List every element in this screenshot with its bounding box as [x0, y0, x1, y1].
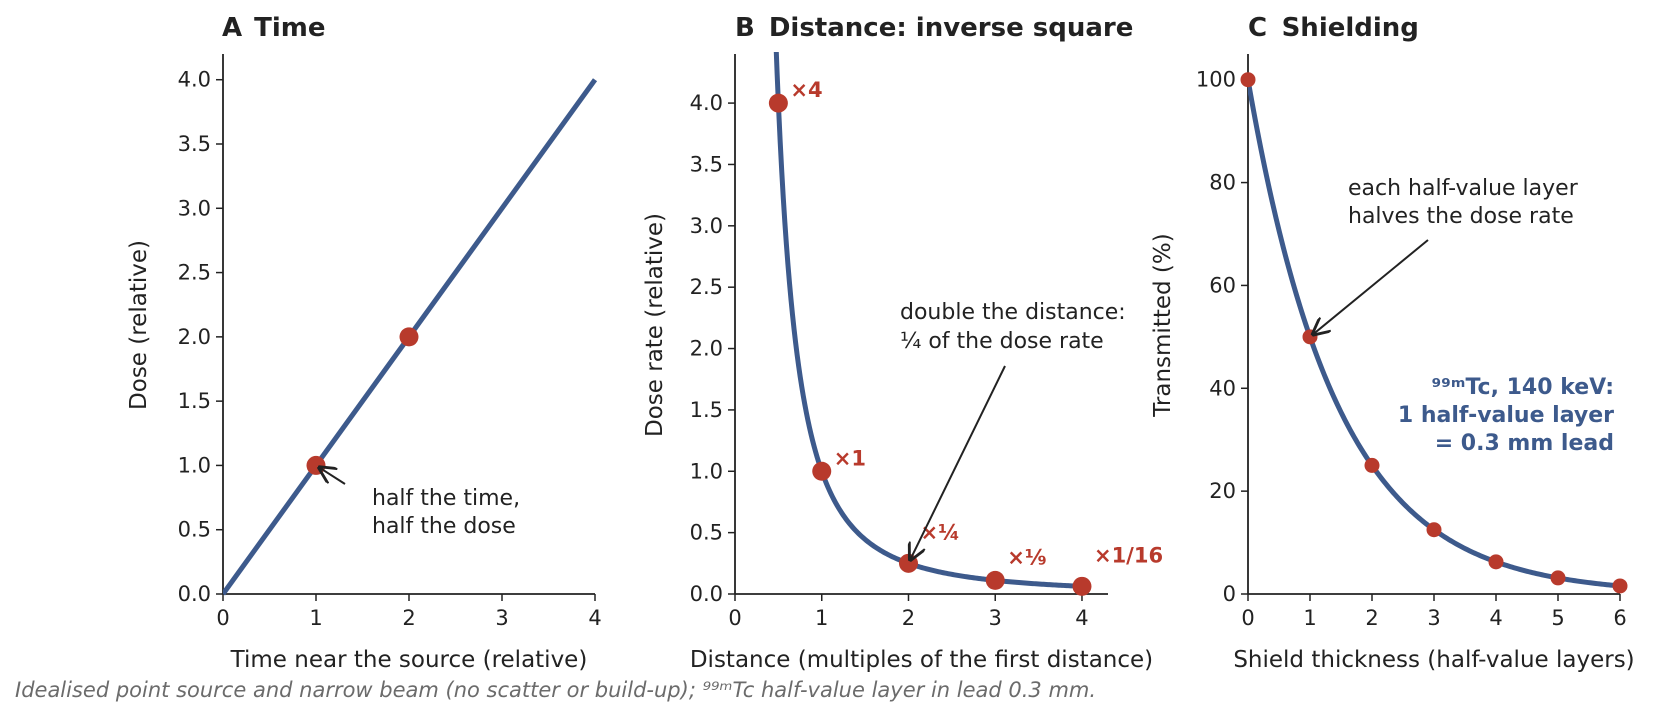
y-tick-label: 1.0 — [690, 459, 723, 483]
y-tick-label: 2.5 — [690, 275, 723, 299]
y-tick-label: 100 — [1196, 68, 1236, 92]
x-tick-label: 2 — [902, 606, 915, 630]
x-axis-label: Shield thickness (half-value layers) — [1233, 647, 1634, 673]
x-tick-label: 0 — [1241, 606, 1254, 630]
y-axis-label: Dose rate (relative) — [642, 213, 668, 437]
y-tick-label: 1.5 — [690, 398, 723, 422]
series-line — [773, 52, 1083, 589]
annotation-arrow — [910, 365, 1006, 560]
x-tick-label: 4 — [588, 606, 601, 630]
point-label: ×¼ — [920, 520, 959, 544]
panel-a: A Time 0 1 2 3 4 0.0 0.5 1.0 1.5 2.0 2.5 3.0 3.5 4.0 Tim… — [126, 13, 602, 673]
y-tick-label: 3.5 — [690, 152, 723, 176]
y-tick-label: 0.0 — [690, 582, 723, 606]
point-label: ×4 — [790, 78, 822, 102]
isotope-note: ⁹⁹ᵐTc, 140 keV: 1 half-value layer = 0.3 m… — [1398, 375, 1614, 456]
x-tick-label: 2 — [402, 606, 415, 630]
panel-title: B Distance: inverse square — [735, 13, 1133, 43]
point-label: ×1/16 — [1094, 543, 1163, 567]
y-tick-label: 2.0 — [178, 325, 211, 349]
x-tick-label: 5 — [1551, 606, 1564, 630]
y-axis-label: Transmitted (%) — [1150, 233, 1176, 417]
y-tick-label: 0.0 — [178, 582, 211, 606]
data-point — [1550, 570, 1566, 586]
x-tick-label: 2 — [1365, 606, 1378, 630]
x-axis-label: Time near the source (relative) — [230, 647, 588, 673]
data-point — [1426, 522, 1442, 538]
y-tick-label: 80 — [1209, 171, 1236, 195]
data-point — [399, 327, 419, 347]
x-tick-label: 3 — [495, 606, 508, 630]
y-tick-label: 0.5 — [178, 518, 211, 542]
point-label: ×⅑ — [1007, 545, 1046, 569]
x-axis-label: Distance (multiples of the first distanc… — [690, 647, 1153, 673]
y-tick-label: 20 — [1209, 479, 1236, 503]
figure-caption: Idealised point source and narrow beam (… — [15, 678, 1096, 702]
data-point — [768, 93, 788, 113]
data-point — [985, 570, 1005, 590]
x-tick-label: 3 — [989, 606, 1002, 630]
data-point — [812, 461, 832, 481]
y-tick-label: 1.5 — [178, 389, 211, 413]
x-tick-label: 0 — [728, 606, 741, 630]
y-tick-label: 3.5 — [178, 132, 211, 156]
panel-title: A Time — [222, 13, 325, 43]
x-tick-label: 0 — [216, 606, 229, 630]
x-tick-label: 6 — [1613, 606, 1626, 630]
panel-b: B Distance: inverse square 0 1 2 3 4 0.0 0.5 1.0 1… — [642, 13, 1163, 673]
x-tick-label: 4 — [1489, 606, 1502, 630]
y-tick-label: 60 — [1209, 273, 1236, 297]
data-point — [1364, 457, 1380, 473]
x-tick-label: 1 — [309, 606, 322, 630]
y-tick-label: 2.0 — [690, 337, 723, 361]
x-tick-label: 4 — [1075, 606, 1088, 630]
y-tick-label: 3.0 — [178, 196, 211, 220]
y-axis-label: Dose (relative) — [126, 240, 152, 410]
data-point — [1612, 578, 1628, 594]
annotation-text: double the distance: ¼ of the dose rate — [900, 300, 1126, 354]
x-tick-label: 1 — [815, 606, 828, 630]
data-point — [1072, 576, 1092, 596]
y-tick-label: 4.0 — [178, 68, 211, 92]
point-label: ×1 — [834, 446, 866, 470]
x-tick-label: 3 — [1427, 606, 1440, 630]
annotation-arrow — [319, 468, 346, 485]
data-point — [1240, 72, 1256, 88]
data-point — [1488, 554, 1504, 570]
panel-title: C Shielding — [1248, 13, 1419, 43]
data-point — [306, 455, 326, 475]
y-tick-label: 4.0 — [690, 91, 723, 115]
y-tick-label: 0.5 — [690, 521, 723, 545]
data-point — [898, 553, 918, 573]
annotation-arrow — [1313, 239, 1429, 334]
x-tick-label: 1 — [1303, 606, 1316, 630]
y-tick-label: 40 — [1209, 376, 1236, 400]
y-tick-label: 1.0 — [178, 453, 211, 477]
annotation-text: each half-value layer halves the dose rat… — [1348, 176, 1579, 229]
annotation-text: half the time, half the dose — [372, 486, 520, 539]
y-tick-label: 3.0 — [690, 214, 723, 238]
y-tick-label: 0 — [1223, 582, 1236, 606]
y-tick-label: 2.5 — [178, 261, 211, 285]
